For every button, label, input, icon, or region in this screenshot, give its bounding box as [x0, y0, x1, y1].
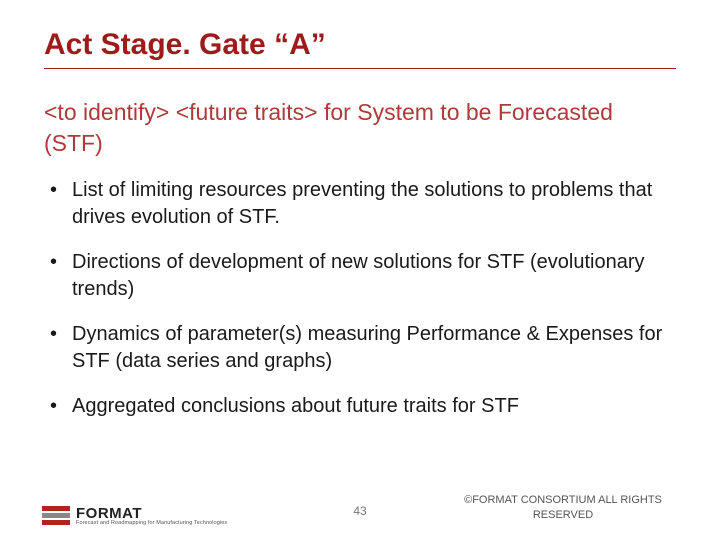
copyright-text: ©FORMAT CONSORTIUM ALL RIGHTS RESERVED [448, 493, 678, 522]
title-underline [44, 68, 676, 69]
logo-sub-text: Forecast and Roadmapping for Manufacturi… [76, 521, 227, 527]
slide-title: Act Stage. Gate “A” [44, 28, 676, 62]
logo-text: FORMAT Forecast and Roadmapping for Manu… [76, 506, 227, 527]
page-number: 43 [353, 504, 366, 518]
bullet-list: List of limiting resources preventing th… [44, 177, 676, 420]
slide-footer: FORMAT Forecast and Roadmapping for Manu… [0, 486, 720, 526]
slide-subtitle: <to identify> <future traits> for System… [44, 97, 676, 159]
list-item: Directions of development of new solutio… [44, 249, 676, 303]
list-item: Aggregated conclusions about future trai… [44, 393, 676, 420]
logo-bars-icon [42, 506, 70, 525]
list-item: Dynamics of parameter(s) measuring Perfo… [44, 321, 676, 375]
list-item: List of limiting resources preventing th… [44, 177, 676, 231]
logo-main-text: FORMAT [76, 506, 227, 521]
format-logo: FORMAT Forecast and Roadmapping for Manu… [42, 506, 227, 527]
